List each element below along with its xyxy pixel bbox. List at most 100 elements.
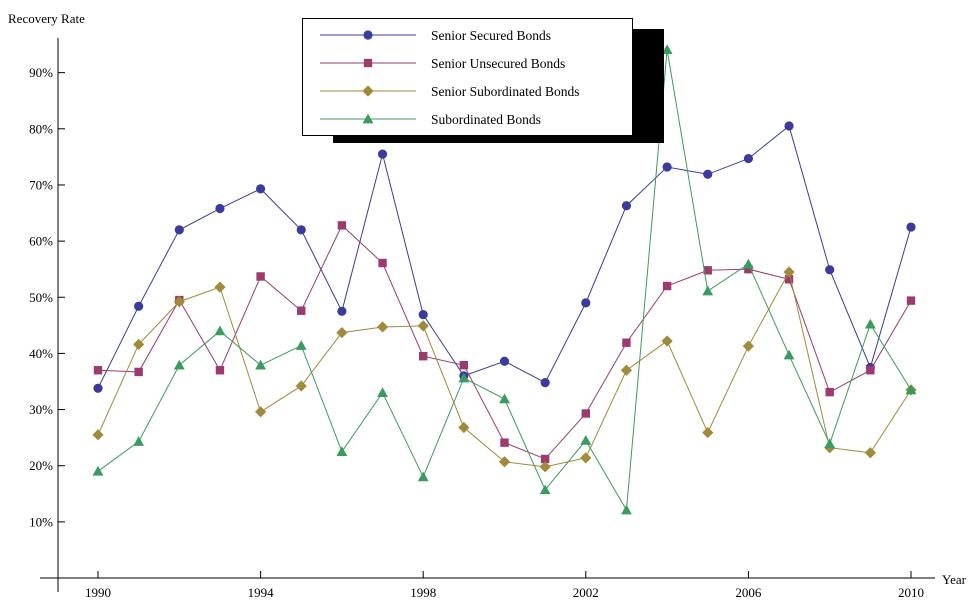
- data-point: [906, 296, 916, 305]
- x-tick-label: 2006: [735, 585, 762, 600]
- data-point: [133, 338, 145, 351]
- legend-label: Senior Secured Bonds: [431, 28, 551, 43]
- y-tick-label: 70%: [29, 177, 53, 192]
- y-tick-label: 30%: [29, 402, 53, 417]
- data-point: [134, 301, 144, 311]
- data-point: [93, 366, 103, 375]
- y-tick-label: 10%: [29, 514, 53, 529]
- data-point: [377, 387, 388, 398]
- data-point: [580, 435, 592, 445]
- data-point: [581, 298, 591, 308]
- data-point: [256, 184, 266, 194]
- data-point: [256, 272, 265, 281]
- data-point: [824, 438, 836, 449]
- data-point: [783, 266, 795, 278]
- data-point: [703, 266, 712, 275]
- data-point: [906, 222, 916, 232]
- legend-marker: [363, 58, 373, 68]
- data-point: [337, 221, 347, 230]
- data-point: [825, 387, 834, 397]
- data-point: [295, 380, 307, 392]
- x-tick-label: 1990: [85, 585, 111, 600]
- data-point: [214, 325, 226, 336]
- legend-marker: [363, 30, 373, 40]
- data-point: [93, 383, 103, 393]
- data-point: [418, 310, 428, 320]
- data-point: [580, 452, 592, 464]
- data-point: [297, 306, 306, 315]
- data-point: [500, 438, 509, 447]
- x-tick-label: 1998: [410, 585, 436, 600]
- data-point: [376, 321, 389, 333]
- data-point: [336, 446, 348, 456]
- data-point: [419, 352, 428, 361]
- data-point: [92, 465, 104, 476]
- series-4: [92, 44, 917, 515]
- data-point: [784, 121, 794, 131]
- data-point: [337, 306, 347, 316]
- data-point: [215, 366, 225, 375]
- data-point: [743, 153, 754, 164]
- data-point: [92, 429, 104, 441]
- data-point: [255, 406, 267, 418]
- legend-label: Subordinated Bonds: [431, 112, 541, 127]
- data-point: [702, 426, 714, 439]
- series-line: [97, 125, 912, 389]
- data-point: [255, 359, 266, 370]
- data-point: [296, 225, 306, 235]
- data-point: [662, 162, 672, 172]
- data-point: [295, 340, 307, 350]
- data-point: [417, 320, 429, 332]
- data-point: [784, 275, 794, 284]
- data-point: [378, 258, 387, 268]
- y-tick-label: 20%: [29, 458, 53, 473]
- data-point: [866, 366, 875, 375]
- data-point: [539, 484, 551, 495]
- data-point: [743, 258, 754, 269]
- data-point: [744, 264, 753, 274]
- data-point: [540, 454, 550, 464]
- legend-label: Senior Unsecured Bonds: [431, 56, 565, 71]
- data-point: [621, 504, 632, 515]
- legend-marker: [362, 113, 374, 124]
- data-point: [377, 149, 388, 159]
- data-point: [173, 296, 185, 308]
- series-1: [93, 121, 916, 393]
- legend-box: [302, 18, 633, 136]
- y-tick-label: 40%: [29, 346, 53, 361]
- data-point: [133, 436, 145, 446]
- data-point: [662, 281, 672, 291]
- legend: Senior Secured Bonds Senior Unsecured Bon…: [302, 18, 664, 143]
- data-point: [173, 359, 185, 370]
- data-point: [499, 356, 510, 366]
- y-tick-label: 50%: [29, 290, 53, 305]
- data-point: [134, 367, 143, 377]
- data-point: [581, 409, 590, 418]
- x-axis-label: Year: [942, 572, 967, 587]
- series-layer: [92, 44, 917, 515]
- data-point: [702, 285, 714, 296]
- y-tick-label: 80%: [29, 121, 53, 136]
- data-point: [336, 327, 348, 339]
- data-point: [621, 201, 632, 211]
- series-line: [97, 224, 912, 460]
- data-point: [905, 384, 917, 395]
- data-point: [540, 377, 550, 388]
- x-tick-label: 2002: [573, 585, 599, 600]
- data-point: [742, 340, 754, 352]
- data-point: [174, 225, 184, 235]
- data-point: [864, 318, 876, 329]
- data-point: [498, 456, 511, 468]
- data-point: [661, 44, 673, 54]
- data-point: [215, 203, 225, 214]
- data-point: [214, 281, 226, 293]
- data-point: [458, 421, 470, 434]
- y-tick-label: 90%: [29, 65, 53, 80]
- data-point: [417, 471, 429, 482]
- axes: [40, 38, 935, 592]
- y-axis-label: Recovery Rate: [8, 11, 85, 26]
- data-point: [661, 335, 673, 347]
- legend-marker: [362, 85, 374, 97]
- data-point: [458, 372, 470, 383]
- data-point: [459, 360, 469, 370]
